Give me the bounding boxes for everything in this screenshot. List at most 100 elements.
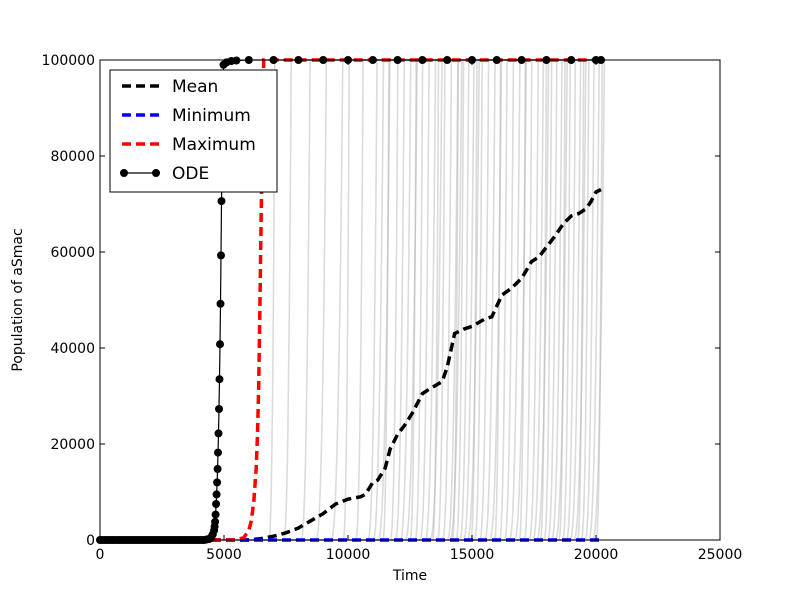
trajectory-line [100,59,601,541]
trajectory-line [100,59,601,541]
legend-label: Maximum [172,135,256,155]
ode-point [212,500,221,508]
trajectory-line [100,59,601,541]
trajectory-line [100,59,601,541]
trajectory-line [100,59,601,541]
trajectory-line [100,59,601,541]
y-tick-label: 0 [86,533,95,549]
ode-point [212,490,221,499]
ode-point [217,197,226,206]
y-tick-label: 100000 [42,53,95,69]
legend-marker [120,169,128,177]
legend-item-maximum: Maximum [122,135,256,155]
x-tick-label: 15000 [450,547,495,563]
trajectory-line [100,59,601,541]
plot-area-frame [99,59,721,541]
x-axis: 0 5000 10000 15000 20000 25000 [96,60,743,563]
trajectory-line [100,59,601,541]
trajectory-line [100,59,606,541]
trajectory-line [100,59,601,541]
trajectory-line [100,59,601,541]
trajectory-line [100,59,601,541]
trajectory-line [100,59,601,541]
trajectory-line [100,59,601,541]
legend-item-ode: ODE [120,164,209,184]
trajectory-line [100,59,601,541]
ode-point [215,405,223,413]
legend-marker [152,169,160,177]
trajectory-line [100,59,601,541]
trajectory-line [100,59,601,541]
trajectory-line [100,59,601,541]
trajectory-line [100,59,601,541]
trajectory-line [100,59,601,541]
legend-label: ODE [172,164,209,184]
trajectory-line [100,59,601,541]
x-tick-label: 5000 [206,547,242,563]
trajectory-line [100,59,601,541]
trajectory-line [100,59,601,541]
trajectory-line [100,59,601,541]
trajectory-line [100,59,601,541]
simulation-trajectories [100,59,606,541]
trajectory-line [100,59,601,541]
y-tick-label: 20000 [50,437,95,453]
legend-item-mean: Mean [122,77,218,97]
trajectory-line [100,59,601,541]
y-axis-label: Population of aSmac [10,228,26,371]
trajectory-line [100,59,601,541]
trajectory-line [100,59,601,541]
trajectory-line [100,59,601,541]
x-tick-label: 20000 [574,547,619,563]
trajectory-line [100,59,601,541]
trajectory-line [100,59,601,541]
trajectory-line [100,59,601,541]
trajectory-line [100,59,601,541]
trajectory-line [100,59,601,541]
ode-point [214,429,223,438]
y-axis: 0 20000 40000 60000 80000 100000 [42,53,720,549]
trajectory-line [100,59,601,541]
y-tick-label: 60000 [50,245,95,261]
trajectory-line [100,59,601,541]
legend-box [109,69,278,193]
legend: Mean Minimum Maximum ODE [109,69,278,193]
trajectory-line [100,59,601,541]
trajectory-line [100,59,601,541]
trajectory-line [100,59,601,541]
trajectory-line [100,59,601,541]
legend-label: Mean [172,77,218,97]
trajectory-line [100,59,601,541]
trajectory-line [100,59,601,541]
mean-series-line [100,188,602,542]
x-axis-label: Time [392,568,427,584]
trajectory-line [100,59,601,541]
ode-point [213,478,222,487]
ode-point [215,375,224,384]
trajectory-line [100,59,601,541]
trajectory-line [100,59,601,541]
trajectory-line [100,59,601,541]
x-tick-label: 10000 [326,547,371,563]
trajectory-line [100,59,601,541]
trajectory-line [100,59,601,541]
legend-item-minimum: Minimum [122,106,251,126]
y-tick-label: 40000 [50,341,95,357]
x-tick-label: 25000 [698,547,743,563]
ode-point [216,340,224,349]
trajectory-line [100,59,601,541]
trajectory-line [100,59,601,541]
trajectory-line [100,59,601,541]
x-tick-label: 0 [96,547,105,563]
trajectory-line [100,59,604,541]
ode-point [214,448,222,457]
ode-point [216,299,225,308]
y-tick-label: 80000 [50,149,95,165]
trajectory-line [100,59,601,541]
trajectory-line [100,59,601,541]
trajectory-line [100,59,601,541]
trajectory-line [100,59,601,541]
legend-label: Minimum [172,106,251,126]
ode-point [217,251,225,260]
